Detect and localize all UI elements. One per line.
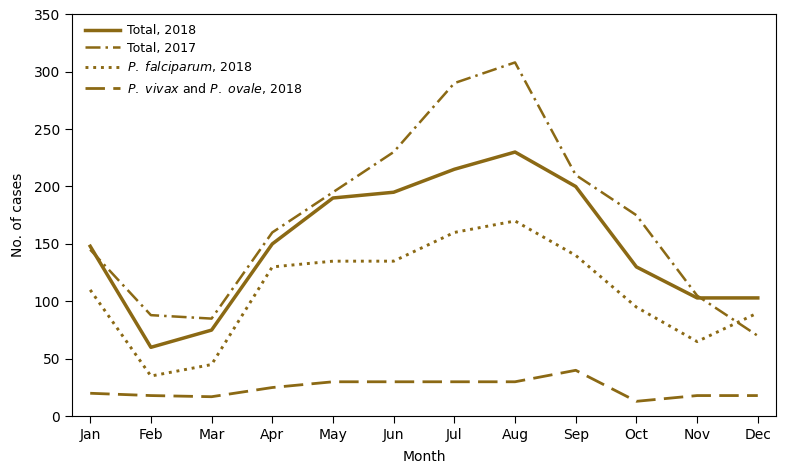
- Y-axis label: No. of cases: No. of cases: [11, 173, 26, 257]
- X-axis label: Month: Month: [402, 450, 446, 464]
- Legend: Total, 2018, Total, 2017, $\it{P.}$ $\it{falciparum}$, 2018, $\it{P.}$ $\it{viva: Total, 2018, Total, 2017, $\it{P.}$ $\it…: [86, 25, 302, 96]
